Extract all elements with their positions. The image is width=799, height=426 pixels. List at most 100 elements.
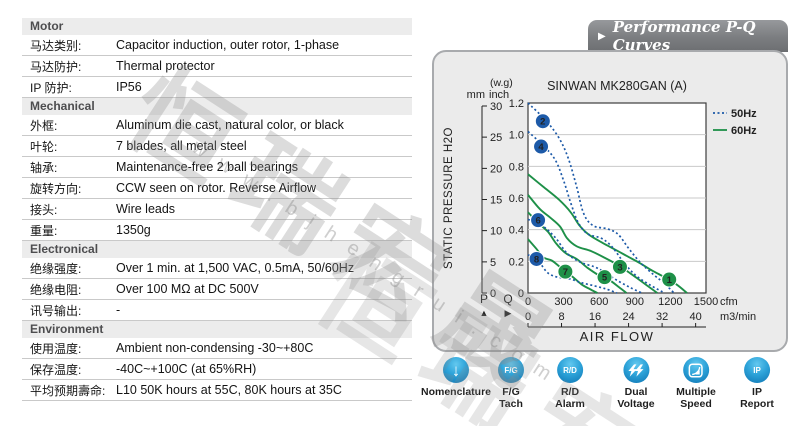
x-tick-cfm: 600 [590,296,608,308]
nomenclature-label: Nomenclature [420,386,492,398]
curve-marker-label-2: 2 [540,117,545,128]
y-tick-inch: 1.0 [509,130,524,142]
spec-label: 马达类别: [30,38,82,53]
feature-fg-tach-button[interactable]: F/G F/G Tach [498,357,524,410]
y-tick-mm: 10 [490,226,502,238]
feature-ip-report-button[interactable]: IP IP Report [740,357,774,410]
curve-marker-6 [530,212,547,229]
y-unit-mm: mm [467,89,485,101]
fg-tach-icon-text: F/G [504,365,518,375]
multiple-speed-icon[interactable] [682,357,709,383]
nomenclature-icon[interactable]: ↓ [443,357,469,383]
spec-row: 使用温度: Ambient non-condensing -30~+80C [22,338,412,359]
fg-tach-icon[interactable]: F/G [498,357,524,383]
y-unit-inch: inch [489,89,509,101]
curve-marker-label-1: 1 [667,275,673,286]
spec-section-header: Motor [22,18,412,35]
spec-value: Capacitor induction, outer rotor, 1-phas… [116,38,340,52]
curve-marker-label-3: 3 [617,262,622,273]
x-unit-m3min: m3/min [720,311,756,323]
x-tick-cfm: 300 [554,296,572,308]
y-tick-inch: 1.2 [509,98,524,110]
x-unit-cfm: cfm [720,296,738,308]
spec-label: 马达防护: [30,59,82,74]
curve-2-50Hz [527,102,675,294]
spec-label: 保存温度: [30,362,82,377]
spec-label: 旋转方向: [30,181,82,196]
spec-value: - [116,303,121,317]
spec-value: Thermal protector [116,59,215,73]
arrow-down-icon: ↓ [451,360,461,380]
x-tick-cfm: 900 [626,296,644,308]
spec-row: 外框: Aluminum die cast, natural color, or … [22,115,412,136]
spec-label: 绝缘强度: [30,261,82,276]
spec-value: 1350g [116,223,151,237]
performance-pq-curves-header: ▶ Performance P-Q Curves [588,18,788,54]
dual-voltage-label: Dual Voltage [617,386,655,410]
y-unit-note: (w.g) [490,77,513,89]
spec-row: 马达防护: Thermal protector [22,56,412,77]
ip-report-icon[interactable]: IP [744,357,770,383]
spec-row: 重量: 1350g [22,220,412,241]
spec-section-header: Environment [22,321,412,338]
dual-lightning-icon [628,363,644,377]
multiple-speed-label: Multiple Speed [676,386,716,410]
feature-rd-alarm-button[interactable]: R/D R/D Alarm [555,357,585,410]
spec-label: 讯号输出: [30,303,82,318]
curve-5-60Hz [527,211,628,294]
curve-marker-1 [661,271,678,288]
spec-value: Ambient non-condensing -30~+80C [116,341,314,355]
spec-row: 马达类别: Capacitor induction, outer rotor, 1… [22,35,412,56]
x-tick-m3min: 16 [589,311,601,323]
curve-marker-7 [557,263,574,280]
fg-tach-label: F/G Tach [499,386,523,410]
spec-row: 保存温度: -40C~+100C (at 65%RH) [22,359,412,380]
y-tick-mm: 0 [490,288,496,300]
ip-report-icon-text: IP [753,365,761,375]
x-tick-m3min: 0 [525,311,531,323]
x-tick-cfm: 1500 [694,296,718,308]
spec-label: 外框: [30,118,58,133]
speed-dial-icon [688,362,704,378]
curve-marker-5 [596,269,613,286]
spec-value: Maintenance-free 2 ball bearings [116,160,299,174]
feature-dual-voltage-button[interactable]: Dual Voltage [617,357,655,410]
spec-label: 绝缘电阻: [30,282,82,297]
y-tick-mm: 30 [490,101,502,113]
triangle-right-icon: ▶ [598,30,606,42]
x-tick-m3min: 24 [622,311,634,323]
curve-marker-label-4: 4 [538,142,544,153]
legend-label-60Hz: 60Hz [731,125,757,137]
spec-row: 轴承: Maintenance-free 2 ball bearings [22,157,412,178]
x-tick-m3min: 8 [558,311,564,323]
feature-multiple-speed-button[interactable]: Multiple Speed [676,357,716,410]
spec-value: IP56 [116,80,142,94]
y-tick-inch: 0.4 [509,225,524,237]
y-tick-mm: 20 [490,163,502,175]
rd-alarm-icon[interactable]: R/D [556,357,583,383]
spec-value: Over 1 min. at 1,500 VAC, 0.5mA, 50/60Hz [116,261,355,275]
y-tick-inch: 0.8 [509,161,524,173]
mm-axis-bracket [481,105,487,294]
spec-row: 旋转方向: CCW seen on rotor. Reverse Airflow [22,178,412,199]
dual-voltage-icon[interactable] [623,357,649,383]
y-tick-inch: 0.6 [509,193,524,205]
legend-label-50Hz: 50Hz [731,108,757,120]
spec-label: IP 防护: [30,80,72,95]
feature-nomenclature-button[interactable]: ↓ Nomenclature [421,357,491,398]
spec-value: 7 blades, all metal steel [116,139,247,153]
curve-3-60Hz [527,194,658,294]
spec-table: Motor 马达类别: Capacitor induction, outer rot… [22,18,412,401]
x-tick-cfm: 1200 [658,296,682,308]
airflow-ruler [527,323,706,328]
curve-marker-8 [528,250,545,267]
spec-row: 讯号输出: - [22,300,412,321]
y-tick-mm: 15 [490,194,502,206]
spec-row: IP 防护: IP56 [22,77,412,98]
y-axis-label: STATIC PRESSURE H2O [443,127,455,269]
curve-6-50Hz [527,218,643,294]
curve-marker-2 [534,113,551,130]
pq-chart: SINWAN MK280GAN (A) (w.g) mm inch STATIC PRE… [443,77,757,344]
x-tick-m3min: 32 [656,311,668,323]
